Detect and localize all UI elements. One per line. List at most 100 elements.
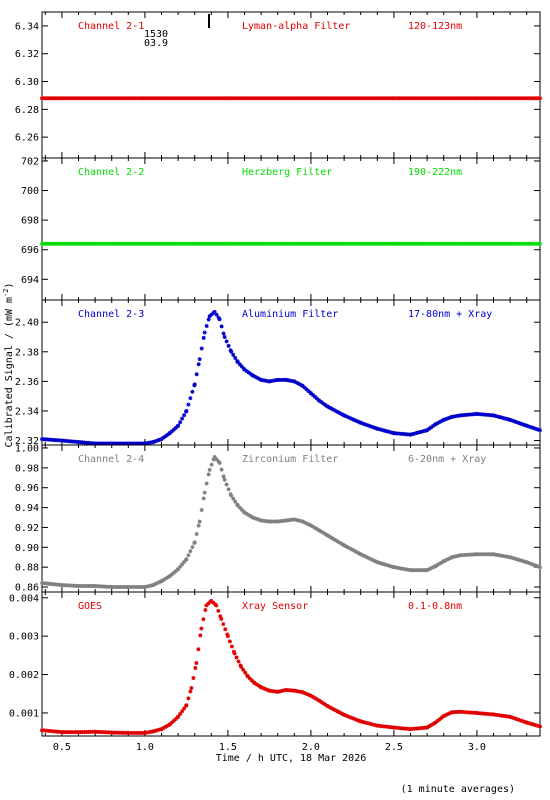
data-point bbox=[447, 556, 452, 561]
data-point bbox=[169, 572, 174, 577]
data-point bbox=[202, 330, 207, 335]
data-point bbox=[214, 603, 219, 608]
data-point bbox=[528, 425, 533, 430]
data-point bbox=[235, 360, 240, 365]
data-point bbox=[165, 575, 170, 580]
panel-label: Channel 2-1 bbox=[78, 21, 144, 32]
data-point bbox=[356, 550, 361, 555]
data-point bbox=[300, 383, 305, 388]
data-point bbox=[256, 376, 261, 381]
data-series bbox=[40, 309, 542, 446]
data-point bbox=[248, 514, 253, 519]
data-point bbox=[360, 719, 365, 724]
data-point bbox=[337, 710, 342, 715]
data-point bbox=[180, 709, 185, 714]
y-axis-label-main: Calibrated Signal / (mW m bbox=[4, 297, 15, 448]
data-point bbox=[151, 729, 156, 734]
data-point bbox=[433, 422, 438, 427]
data-point bbox=[329, 406, 334, 411]
data-point bbox=[522, 719, 527, 724]
data-point bbox=[159, 579, 164, 584]
data-point bbox=[366, 423, 371, 428]
data-point bbox=[516, 420, 521, 425]
data-point bbox=[352, 417, 357, 422]
data-point bbox=[182, 706, 187, 711]
y-axis-label-sup: -2 bbox=[2, 289, 10, 297]
data-point bbox=[366, 556, 371, 561]
panels: 6.26 6.28 6.30 6.32 6.34 Channel 2-1 Lyman-alp… bbox=[9, 11, 542, 753]
data-point bbox=[157, 727, 162, 732]
data-point bbox=[447, 711, 452, 716]
data-point bbox=[304, 521, 309, 526]
data-point bbox=[308, 391, 313, 396]
data-point bbox=[510, 715, 515, 720]
data-point bbox=[512, 556, 517, 561]
data-point bbox=[510, 555, 515, 560]
data-point bbox=[219, 324, 224, 329]
data-point bbox=[216, 608, 221, 613]
data-point bbox=[186, 402, 191, 407]
data-point bbox=[435, 562, 440, 567]
data-point bbox=[234, 655, 239, 660]
data-point bbox=[379, 561, 384, 566]
data-point bbox=[418, 429, 423, 434]
data-point bbox=[325, 704, 330, 709]
data-point bbox=[425, 428, 430, 433]
data-point bbox=[420, 429, 425, 434]
data-point bbox=[518, 718, 523, 723]
data-point bbox=[155, 438, 160, 443]
data-point bbox=[209, 598, 214, 603]
data-point bbox=[244, 511, 249, 516]
data-point bbox=[433, 720, 438, 725]
data-point bbox=[425, 725, 430, 730]
data-point bbox=[319, 400, 324, 405]
data-point bbox=[184, 557, 189, 562]
y-tick-label: 0.86 bbox=[15, 583, 39, 594]
panel-label: 0.1-0.8nm bbox=[408, 601, 462, 612]
data-point bbox=[226, 487, 231, 492]
panel-label: 190-222nm bbox=[408, 167, 462, 178]
data-point bbox=[381, 428, 386, 433]
data-point bbox=[211, 457, 216, 462]
data-point bbox=[358, 719, 363, 724]
data-point bbox=[157, 580, 162, 585]
data-point bbox=[153, 439, 158, 444]
data-point bbox=[228, 492, 233, 497]
data-point bbox=[538, 96, 542, 101]
data-point bbox=[155, 581, 160, 586]
data-point bbox=[379, 427, 384, 432]
data-point bbox=[526, 560, 531, 565]
data-point bbox=[169, 429, 174, 434]
data-point bbox=[422, 428, 427, 433]
data-point bbox=[387, 429, 392, 434]
data-point bbox=[219, 616, 224, 621]
data-point bbox=[360, 553, 365, 558]
data-point bbox=[408, 432, 413, 437]
data-point bbox=[242, 367, 247, 372]
data-point bbox=[364, 422, 369, 427]
y-tick-label: 0.88 bbox=[15, 563, 39, 574]
data-point bbox=[331, 707, 336, 712]
data-point bbox=[443, 713, 448, 718]
data-point bbox=[190, 389, 195, 394]
data-point bbox=[310, 694, 315, 699]
data-point bbox=[530, 562, 535, 567]
data-point bbox=[321, 701, 326, 706]
data-point bbox=[350, 716, 355, 721]
data-point bbox=[319, 699, 324, 704]
data-point bbox=[524, 720, 529, 725]
data-point bbox=[410, 432, 415, 437]
data-point bbox=[526, 424, 531, 429]
data-point bbox=[194, 661, 199, 666]
data-point bbox=[443, 417, 448, 422]
data-point bbox=[362, 554, 367, 559]
data-point bbox=[193, 666, 198, 671]
data-point bbox=[427, 567, 432, 572]
data-point bbox=[201, 335, 206, 340]
data-point bbox=[151, 440, 156, 445]
x-tick-label: 1.0 bbox=[136, 742, 154, 753]
data-point bbox=[323, 531, 328, 536]
data-point bbox=[207, 314, 212, 319]
data-point bbox=[358, 552, 363, 557]
data-point bbox=[333, 708, 338, 713]
